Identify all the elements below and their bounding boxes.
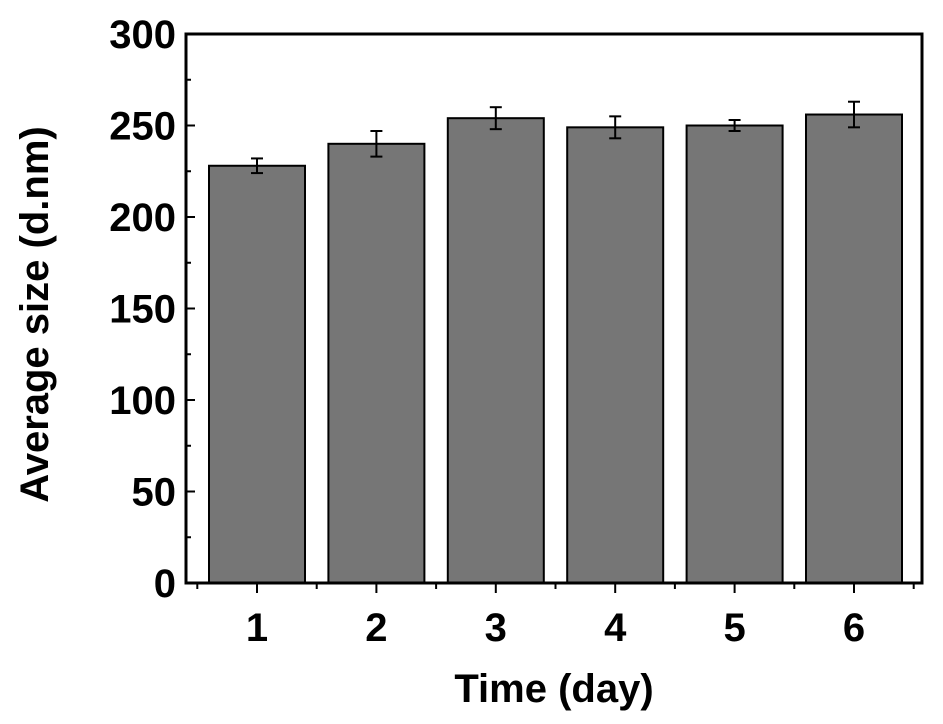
bar-day-5 xyxy=(685,124,784,584)
x-tick-label: 4 xyxy=(604,606,627,650)
error-bar-day-1 xyxy=(251,157,263,175)
y-axis-title: Average size (d.nm) xyxy=(13,126,57,502)
x-tick-label: 2 xyxy=(365,606,387,650)
y-tick-label: 200 xyxy=(109,196,176,240)
bar-day-1 xyxy=(208,164,306,584)
x-tick-label: 1 xyxy=(246,606,268,650)
y-axis-ticks: 0 50 100 150 200 250 300 xyxy=(109,13,195,606)
x-axis-ticks: 1 2 3 4 5 6 xyxy=(196,583,915,650)
x-axis-title: Time (day) xyxy=(454,667,653,711)
bar-day-2 xyxy=(327,142,426,585)
y-tick-label: 300 xyxy=(109,13,176,57)
y-tick-label: 0 xyxy=(154,562,176,606)
y-tick-label: 150 xyxy=(109,288,176,332)
error-bar-day-5 xyxy=(728,119,741,132)
error-bar-day-6 xyxy=(848,100,860,129)
bar-day-3 xyxy=(446,117,545,585)
x-tick-label: 5 xyxy=(723,606,745,650)
y-tick-label: 100 xyxy=(109,379,176,423)
y-tick-label: 250 xyxy=(109,105,176,149)
x-tick-label: 3 xyxy=(485,606,507,650)
bar-day-4 xyxy=(566,126,665,585)
bar-day-6 xyxy=(805,113,903,585)
bars-layer xyxy=(208,113,903,585)
error-bar-day-3 xyxy=(489,106,502,131)
y-tick-label: 50 xyxy=(132,471,177,515)
x-tick-label: 6 xyxy=(843,606,865,650)
error-bar-day-4 xyxy=(609,115,622,140)
error-bar-day-2 xyxy=(370,129,383,158)
error-bars-layer xyxy=(251,100,860,175)
